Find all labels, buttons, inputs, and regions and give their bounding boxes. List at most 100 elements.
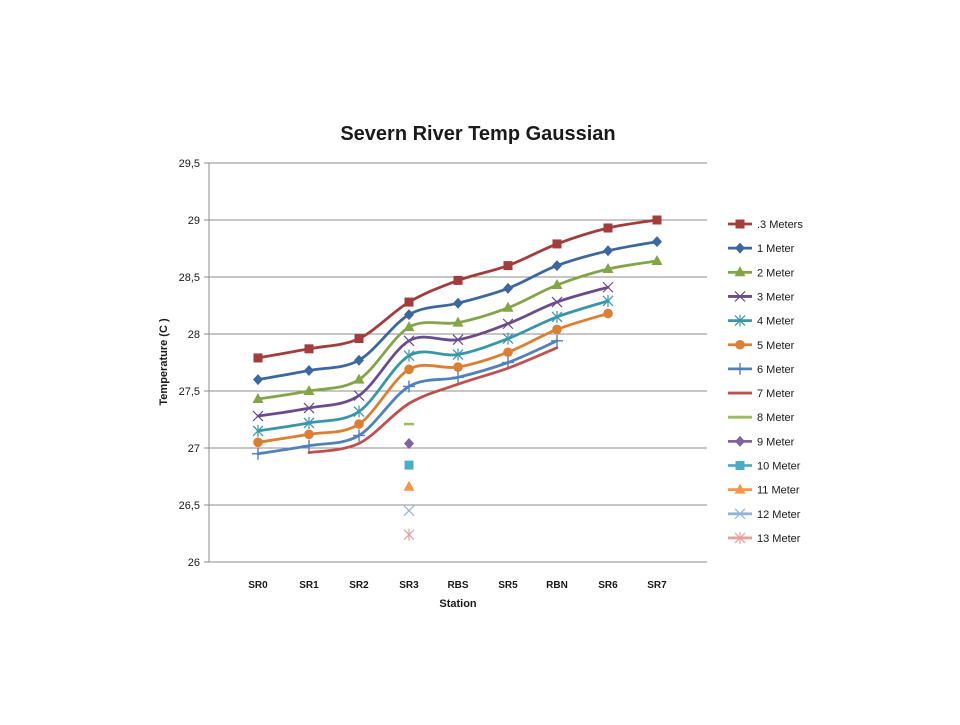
legend-marker xyxy=(734,531,746,544)
legend-item-1-meter: 1 Meter xyxy=(728,242,795,255)
data-point xyxy=(602,294,614,307)
legend-marker xyxy=(735,339,745,350)
data-point xyxy=(452,316,464,327)
legend-label: 1 Meter xyxy=(757,243,795,255)
data-point xyxy=(603,308,613,319)
data-point xyxy=(403,505,415,517)
y-tick-label: 28,5 xyxy=(179,272,200,284)
series-line xyxy=(256,312,610,444)
data-point xyxy=(252,447,264,460)
data-point xyxy=(353,390,365,401)
legend-marker xyxy=(734,266,746,277)
legend-item-7-meter: 7 Meter xyxy=(728,388,795,400)
legend-item-8-meter: 8 Meter xyxy=(728,412,795,424)
data-point xyxy=(253,353,263,363)
x-axis: SR0 SR1 SR2 SR3 RBS SR5 RBN SR6 SR7 xyxy=(248,580,667,591)
data-point xyxy=(453,362,463,372)
legend-label: 2 Meter xyxy=(757,267,795,279)
data-point xyxy=(602,263,614,274)
series-line xyxy=(256,299,610,433)
data-point xyxy=(452,334,464,346)
legend-label: 12 Meter xyxy=(757,509,801,521)
y-tick-label: 28 xyxy=(188,329,200,341)
chart-title: Severn River Temp Gaussian xyxy=(340,123,615,145)
series-line xyxy=(256,285,610,418)
data-point xyxy=(502,356,514,369)
data-point xyxy=(404,460,414,470)
x-tick-label: SR3 xyxy=(399,580,419,591)
legend-item-3-meters: .3 Meters xyxy=(728,219,803,231)
x-tick-label: RBN xyxy=(546,580,568,591)
data-point xyxy=(304,429,314,440)
data-point xyxy=(354,419,364,429)
legend-label: 13 Meter xyxy=(757,533,801,545)
data-point xyxy=(403,349,415,362)
x-tick-label: RBS xyxy=(447,580,468,591)
data-point xyxy=(304,364,314,376)
legend-label: 6 Meter xyxy=(757,364,795,376)
data-point xyxy=(551,310,563,323)
legend-marker xyxy=(735,461,745,470)
series-4-meter xyxy=(252,294,614,437)
x-axis-title: Station xyxy=(439,598,477,610)
data-point xyxy=(354,354,364,366)
data-point xyxy=(354,334,364,344)
series-3-meter xyxy=(252,281,614,422)
data-point xyxy=(502,318,514,330)
legend-item-6-meter: 6 Meter xyxy=(728,362,795,376)
series-3-meters xyxy=(253,215,662,363)
data-point xyxy=(403,321,415,332)
x-tick-label: SR1 xyxy=(299,580,319,591)
data-point xyxy=(503,282,513,294)
y-tick-label: 29,5 xyxy=(179,158,200,170)
data-point xyxy=(253,374,263,386)
legend-label: .3 Meters xyxy=(757,219,803,231)
x-tick-label: SR6 xyxy=(598,580,618,591)
series-11-meter xyxy=(403,480,415,491)
data-point xyxy=(552,324,562,335)
data-point xyxy=(552,260,562,272)
data-point xyxy=(502,332,514,345)
legend-marker xyxy=(734,362,746,375)
data-point xyxy=(252,424,264,437)
y-tick-label: 27 xyxy=(188,443,200,455)
data-point xyxy=(353,373,365,384)
legend-label: 8 Meter xyxy=(757,412,795,424)
series-5-meter xyxy=(253,308,613,448)
data-point xyxy=(403,528,415,541)
data-point xyxy=(551,296,563,308)
legend-label: 5 Meter xyxy=(757,340,795,352)
series-9-meter xyxy=(404,437,414,449)
series-line xyxy=(307,346,559,454)
data-point xyxy=(403,335,415,347)
legend-marker xyxy=(735,242,745,254)
legend-marker xyxy=(734,508,746,520)
data-point xyxy=(652,236,662,248)
data-point xyxy=(452,371,464,384)
data-point xyxy=(551,278,563,289)
data-point xyxy=(403,480,415,491)
legend-marker xyxy=(734,483,746,494)
data-point xyxy=(503,347,513,358)
series-13-meter xyxy=(403,528,415,541)
y-axis: 26 26,5 27 27,5 28 28,5 29 29,5 xyxy=(179,158,209,569)
legend-item-2-meter: 2 Meter xyxy=(728,266,795,279)
data-point xyxy=(503,261,513,271)
data-point xyxy=(603,245,613,257)
data-point xyxy=(252,392,264,403)
data-point xyxy=(404,309,414,321)
legend-label: 3 Meter xyxy=(757,291,795,303)
data-point xyxy=(502,301,514,312)
legend-item-4-meter: 4 Meter xyxy=(728,314,795,328)
legend-marker xyxy=(735,219,745,229)
data-point xyxy=(303,416,315,429)
series-6-meter xyxy=(252,334,563,460)
series-7-meter xyxy=(307,346,559,454)
data-point xyxy=(404,297,414,307)
legend-marker xyxy=(734,291,746,302)
series-1-meter xyxy=(253,236,662,386)
legend-item-13-meter: 13 Meter xyxy=(728,531,801,545)
plot-area xyxy=(208,163,707,563)
